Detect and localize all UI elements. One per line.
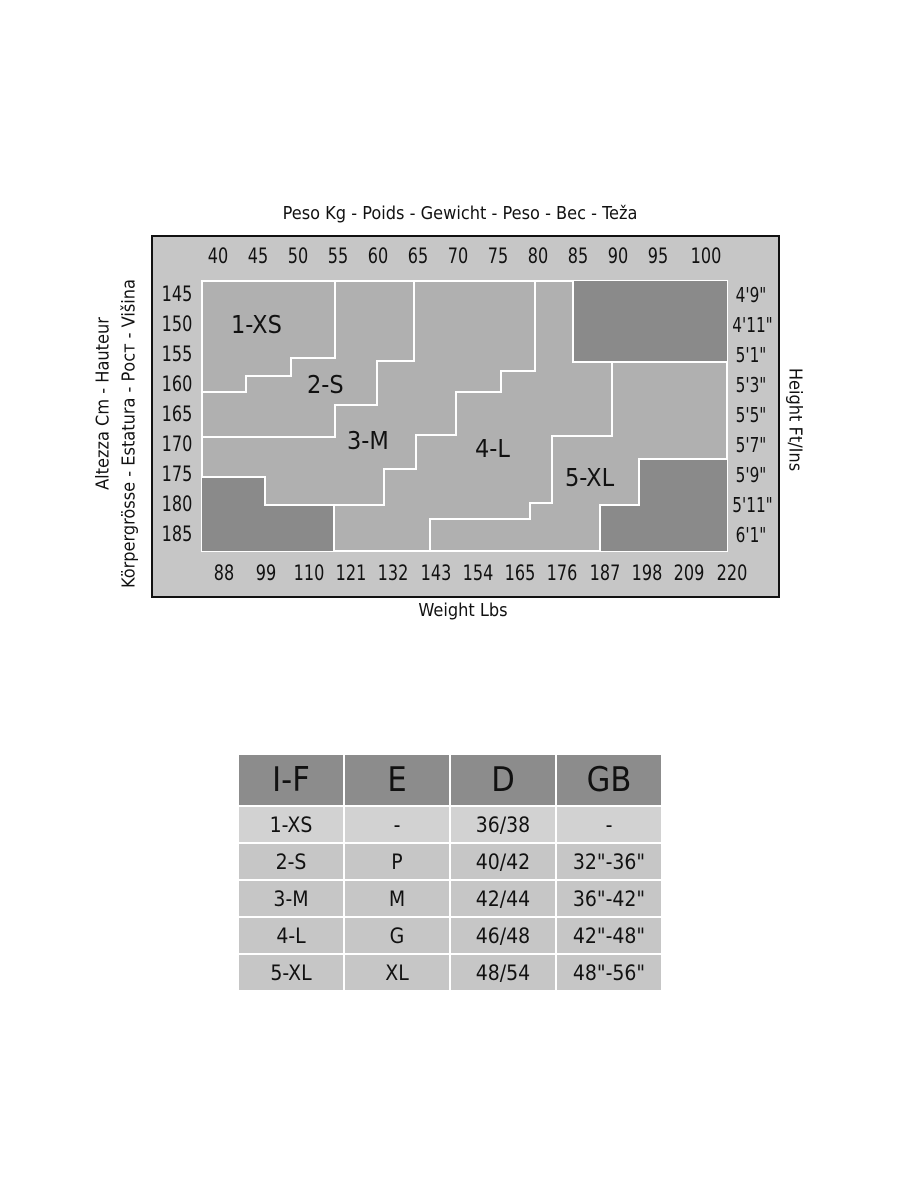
- lbs-tick: 88: [213, 561, 235, 585]
- header-if: I-F: [237, 753, 345, 807]
- kg-tick: 75: [487, 244, 509, 268]
- table-cell: 2-S: [237, 842, 345, 881]
- table-cell: 4-L: [237, 916, 345, 955]
- lbs-tick: 165: [504, 561, 536, 585]
- boundary-m-l: [202, 281, 536, 506]
- lbs-tick: 110: [293, 561, 324, 585]
- weight-kg-title: Peso Kg - Poids - Gewicht - Peso - Bec -…: [282, 203, 638, 224]
- size-conversion-table: I-F E D GB 1-XS -36/38-2-S P 40/42 32"-36" 3-…: [237, 753, 663, 992]
- ft-tick: 5'9": [735, 463, 767, 487]
- cm-tick: 170: [161, 432, 193, 456]
- table-cell: G: [343, 916, 451, 955]
- table-row: 4-L G 46/48 42"-48": [237, 916, 663, 955]
- zone-label-xl: 5-XL: [565, 463, 615, 492]
- height-ft-title: Height Ft/Ins: [784, 367, 806, 472]
- weight-lbs-title: Weight Lbs: [418, 600, 508, 621]
- zone-label-m: 3-M: [347, 426, 389, 455]
- kg-tick: 90: [607, 244, 629, 268]
- kg-tick: 60: [367, 244, 389, 268]
- ft-tick: 6'1": [735, 523, 767, 547]
- kg-tick: 100: [690, 244, 722, 268]
- table-cell: 42/44: [449, 879, 557, 918]
- out-of-range-bottom-left: [202, 477, 334, 551]
- table-cell: 36/38: [449, 805, 557, 844]
- table-cell: 46/48: [449, 916, 557, 955]
- ft-tick: 4'11": [732, 313, 773, 337]
- ft-tick: 5'11": [732, 493, 773, 517]
- height-cm-title-2: Körpergrösse - Estatura - Рост - Višina: [118, 279, 140, 588]
- kg-tick: 65: [407, 244, 429, 268]
- table-cell: 48"-56": [555, 953, 663, 992]
- ft-tick: 5'5": [735, 403, 767, 427]
- lbs-tick: 198: [631, 561, 663, 585]
- lbs-tick: 176: [547, 561, 578, 585]
- table-cell: XL: [343, 953, 451, 992]
- boundary-s-m: [202, 281, 415, 438]
- table-cell: -: [555, 805, 663, 844]
- boundary-xs-s: [202, 281, 336, 393]
- lbs-tick: 143: [420, 561, 451, 585]
- kg-tick: 55: [327, 244, 349, 268]
- cm-tick: 155: [161, 342, 193, 366]
- ft-tick: 5'1": [735, 343, 767, 367]
- table-row: 1-XS -36/38-: [237, 805, 663, 844]
- kg-tick: 70: [447, 244, 469, 268]
- cm-tick: 180: [161, 492, 193, 516]
- zone-label-xs: 1-XS: [231, 310, 282, 339]
- kg-tick: 50: [287, 244, 309, 268]
- table-row: 3-M M 42/44 36"-42": [237, 879, 663, 918]
- table-cell: 1-XS: [237, 805, 345, 844]
- kg-tick: 80: [527, 244, 549, 268]
- height-cm-title-1: Altezza Cm - Hauteur: [92, 317, 114, 490]
- cm-tick: 175: [161, 462, 193, 486]
- table-cell: -: [343, 805, 451, 844]
- header-e: E: [343, 753, 451, 807]
- cm-tick: 150: [161, 312, 193, 336]
- table-cell: 32"-36": [555, 842, 663, 881]
- lbs-tick: 187: [589, 561, 621, 585]
- table-row: 5-XL XL 48/54 48"-56": [237, 953, 663, 992]
- lbs-tick: 99: [256, 561, 277, 585]
- ft-tick: 4'9": [735, 283, 767, 307]
- kg-tick: 45: [247, 244, 269, 268]
- lbs-tick: 132: [377, 561, 409, 585]
- header-d: D: [449, 753, 557, 807]
- ft-tick: 5'3": [735, 373, 767, 397]
- table-row: 2-S P 40/42 32"-36": [237, 842, 663, 881]
- boundary-bottom-right: [599, 458, 727, 551]
- lbs-tick: 220: [716, 561, 747, 585]
- zone-label-l: 4-L: [475, 434, 510, 463]
- table-cell: 3-M: [237, 879, 345, 918]
- out-of-range-bottom-right: [600, 459, 727, 551]
- header-gb: GB: [555, 753, 663, 807]
- table-cell: M: [343, 879, 451, 918]
- kg-tick: 85: [567, 244, 589, 268]
- cm-tick: 185: [161, 522, 193, 546]
- kg-tick: 40: [207, 244, 229, 268]
- table-cell: P: [343, 842, 451, 881]
- zone-label-s: 2-S: [307, 370, 344, 399]
- table-cell: 40/42: [449, 842, 557, 881]
- table-cell: 42"-48": [555, 916, 663, 955]
- cm-tick: 160: [161, 372, 193, 396]
- cm-tick: 145: [161, 282, 193, 306]
- cm-tick: 165: [161, 402, 193, 426]
- ft-tick: 5'7": [735, 433, 767, 457]
- table-cell: 36"-42": [555, 879, 663, 918]
- lbs-tick: 121: [335, 561, 367, 585]
- kg-tick: 95: [647, 244, 669, 268]
- lbs-tick: 209: [673, 561, 705, 585]
- table-cell: 48/54: [449, 953, 557, 992]
- table-cell: 5-XL: [237, 953, 345, 992]
- lbs-tick: 154: [462, 561, 494, 585]
- out-of-range-top-right: [573, 281, 727, 362]
